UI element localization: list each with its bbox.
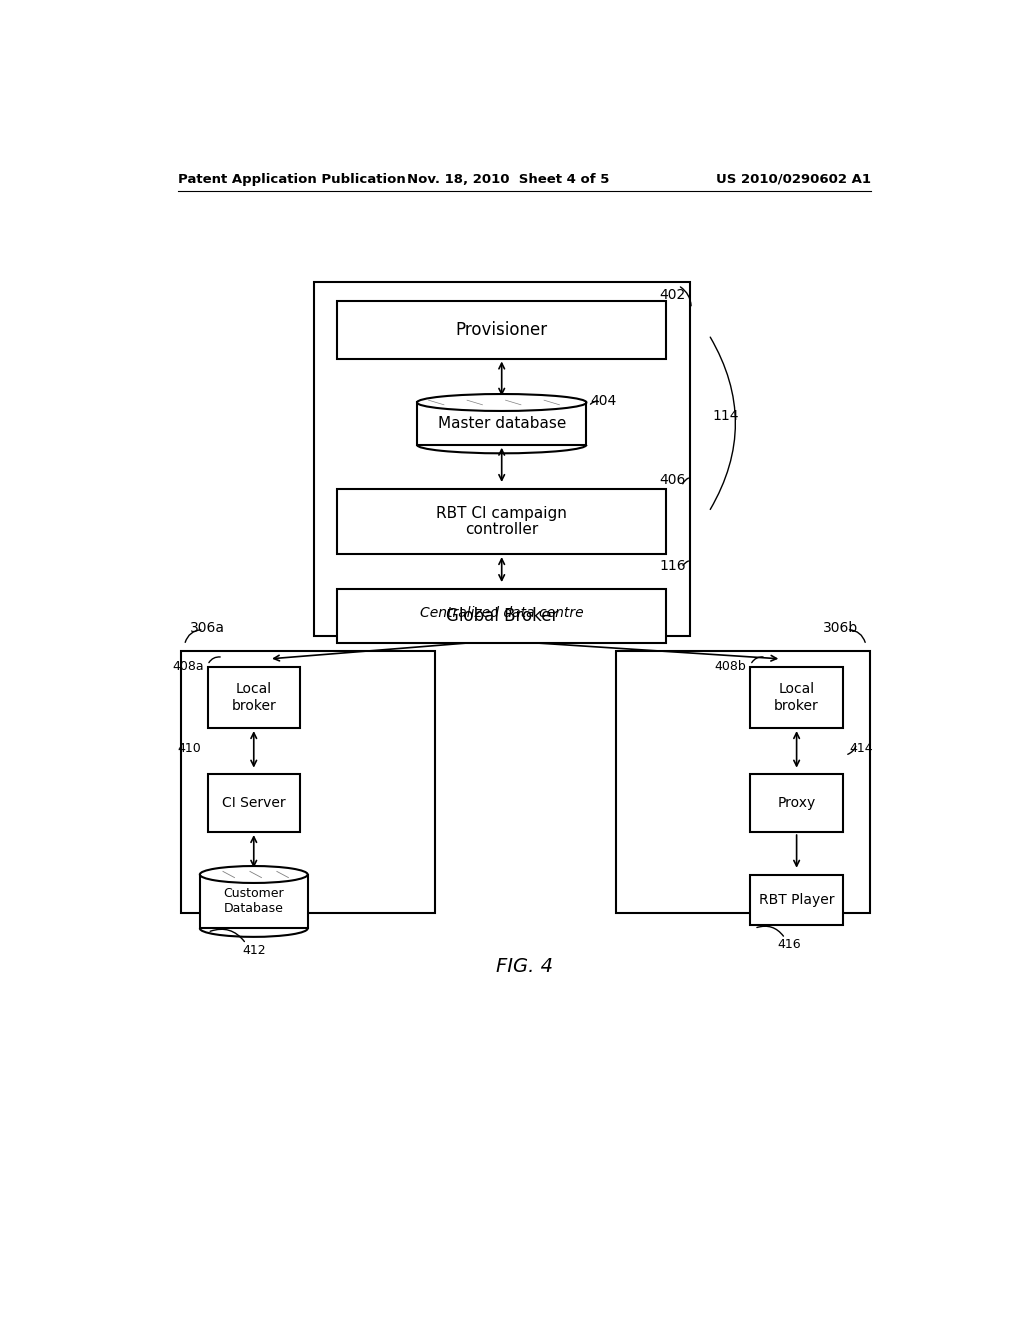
Text: RBT CI campaign: RBT CI campaign bbox=[436, 507, 567, 521]
Text: CI Server: CI Server bbox=[222, 796, 286, 810]
Text: Nov. 18, 2010  Sheet 4 of 5: Nov. 18, 2010 Sheet 4 of 5 bbox=[407, 173, 609, 186]
Bar bbox=[180, 651, 435, 913]
Text: 404: 404 bbox=[590, 393, 616, 408]
Bar bbox=[751, 875, 843, 924]
Text: 408a: 408a bbox=[172, 660, 204, 673]
Text: 410: 410 bbox=[177, 742, 202, 755]
Text: Global Broker: Global Broker bbox=[445, 607, 558, 624]
Text: 306a: 306a bbox=[189, 622, 225, 635]
Text: RBT Player: RBT Player bbox=[759, 892, 835, 907]
Text: 306b: 306b bbox=[823, 622, 858, 635]
Text: FIG. 4: FIG. 4 bbox=[497, 957, 553, 977]
Ellipse shape bbox=[200, 866, 307, 883]
Ellipse shape bbox=[417, 393, 587, 411]
Text: Centralized data centre: Centralized data centre bbox=[420, 606, 584, 619]
Bar bbox=[417, 403, 587, 445]
Bar bbox=[313, 281, 689, 636]
Bar bbox=[208, 775, 300, 832]
Text: Proxy: Proxy bbox=[777, 796, 816, 810]
Text: 416: 416 bbox=[777, 939, 801, 952]
Bar bbox=[200, 875, 307, 928]
Bar bbox=[337, 301, 667, 359]
Bar bbox=[337, 488, 667, 554]
Text: 414: 414 bbox=[849, 742, 872, 755]
Bar bbox=[751, 667, 843, 729]
Text: 412: 412 bbox=[242, 944, 265, 957]
Text: Patent Application Publication: Patent Application Publication bbox=[178, 173, 407, 186]
Text: 116: 116 bbox=[659, 558, 686, 573]
Text: US 2010/0290602 A1: US 2010/0290602 A1 bbox=[717, 173, 871, 186]
Bar bbox=[751, 775, 843, 832]
Bar bbox=[615, 651, 869, 913]
Text: 114: 114 bbox=[713, 409, 739, 424]
Text: 402: 402 bbox=[659, 288, 686, 302]
Bar bbox=[208, 667, 300, 729]
Text: Local
broker: Local broker bbox=[231, 682, 276, 713]
Text: Customer
Database: Customer Database bbox=[223, 887, 284, 916]
Text: Provisioner: Provisioner bbox=[456, 321, 548, 339]
Text: Local
broker: Local broker bbox=[774, 682, 819, 713]
Bar bbox=[337, 589, 667, 643]
Text: Master database: Master database bbox=[437, 416, 566, 432]
Text: controller: controller bbox=[465, 521, 539, 537]
Text: 408b: 408b bbox=[715, 660, 746, 673]
Text: 406: 406 bbox=[659, 473, 686, 487]
